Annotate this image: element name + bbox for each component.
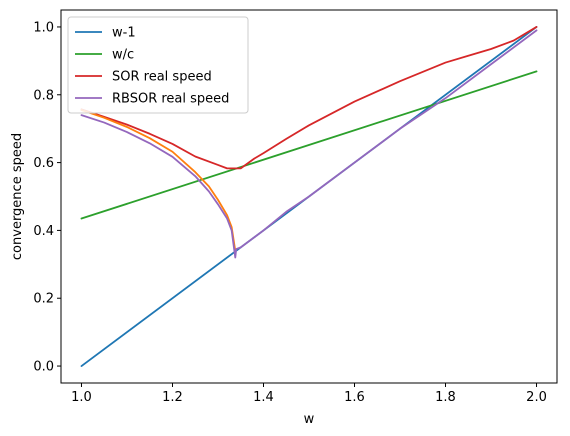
y-tick-label: 1.0 — [33, 20, 54, 35]
y-axis-label: convergence speed — [10, 133, 25, 260]
legend-label: SOR real speed — [112, 70, 212, 85]
x-tick-label: 1.2 — [162, 390, 183, 405]
series-line-sor-real-speed — [80, 26, 538, 170]
plot-frame — [60, 9, 558, 384]
series-line-unnamed-3 — [80, 109, 237, 252]
legend-box — [67, 16, 249, 114]
x-tick-label: 1.8 — [435, 390, 456, 405]
x-tick-label: 1.6 — [344, 390, 365, 405]
x-axis-label: w — [304, 412, 315, 427]
x-tick-label: 1.0 — [71, 390, 92, 405]
ticks-layer: 1.0 1.2 1.4 1.6 1.8 2.0 0.0 0.2 0.4 0.6 0.8 1.0 — [33, 20, 547, 405]
y-tick-label: 0.4 — [33, 224, 54, 239]
legend-label: w-1 — [112, 26, 136, 41]
legend-label: w/c — [112, 48, 134, 63]
y-tick-label: 0.8 — [33, 88, 54, 103]
series-line-w-c — [80, 70, 538, 220]
series-layer — [80, 26, 538, 367]
y-tick-label: 0.6 — [33, 156, 54, 171]
x-tick-label: 2.0 — [526, 390, 547, 405]
y-tick-label: 0.2 — [33, 292, 54, 307]
series-line-rbsor-real-speed — [80, 29, 538, 259]
legend: w-1 w/c SOR real speed RBSOR real speed — [67, 16, 249, 114]
y-tick-label: 0.0 — [33, 360, 54, 375]
x-tick-label: 1.4 — [253, 390, 274, 405]
legend-label: RBSOR real speed — [112, 92, 229, 107]
